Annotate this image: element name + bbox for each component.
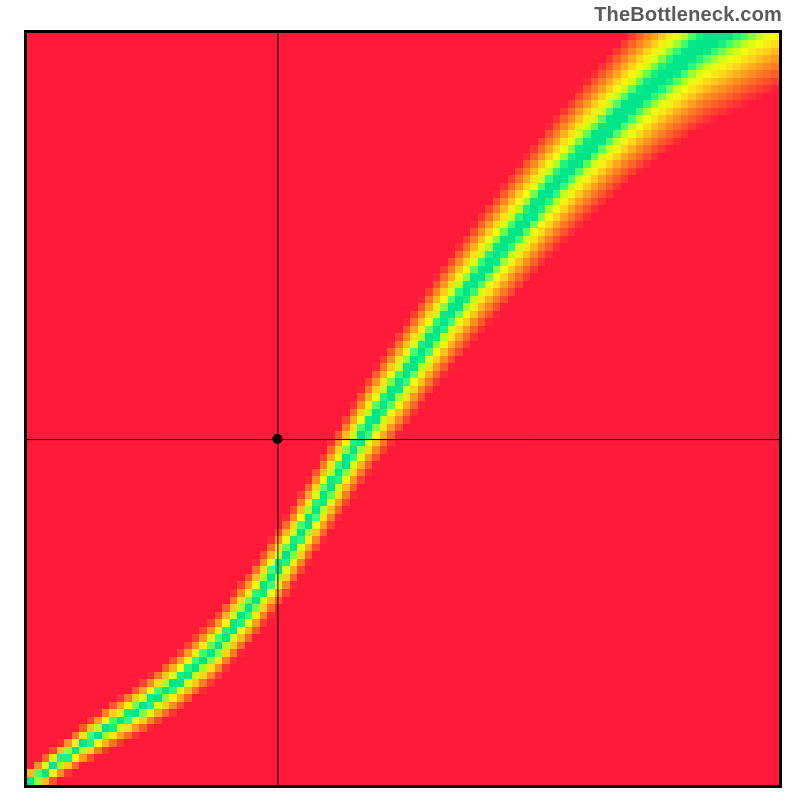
bottleneck-heatmap [24,30,782,788]
attribution-text: TheBottleneck.com [594,4,782,27]
heatmap-canvas [27,33,779,785]
